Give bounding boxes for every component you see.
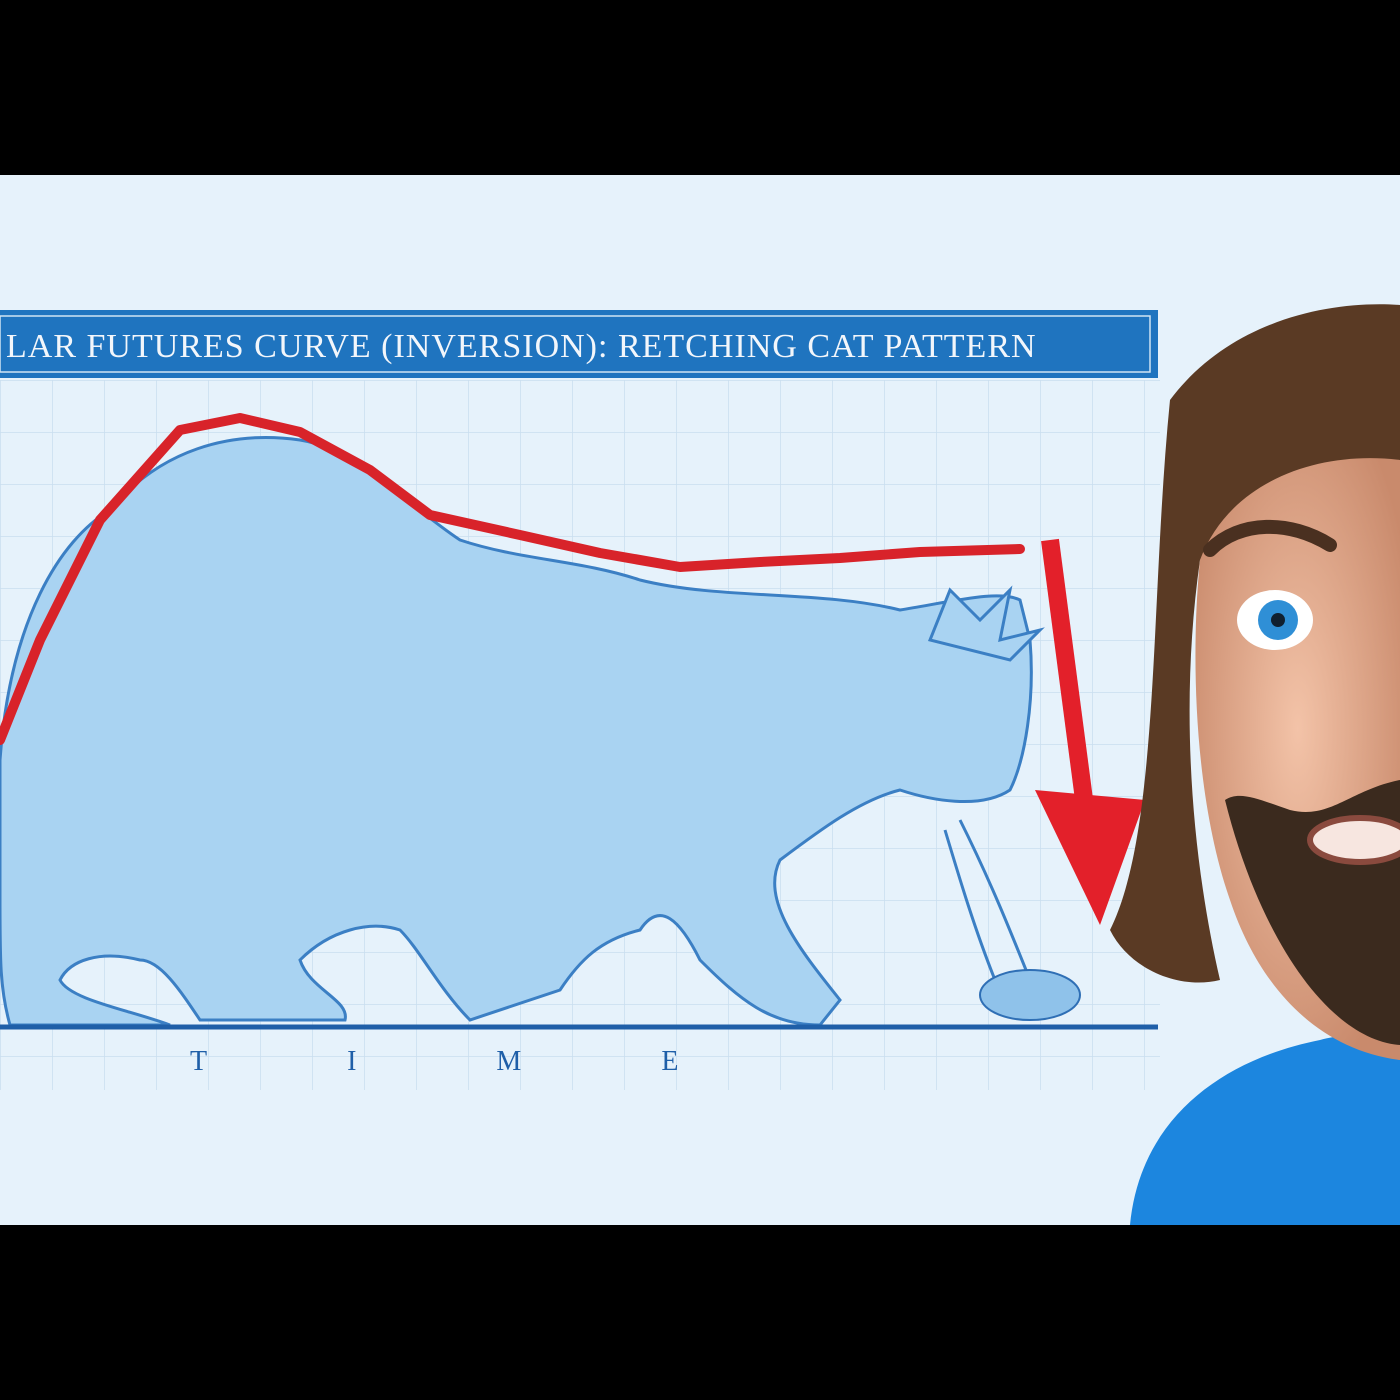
person-shirt: [1130, 1030, 1400, 1225]
arrow-head: [1035, 790, 1145, 925]
arrow-shaft: [1041, 538, 1097, 832]
person-eyebrow: [1203, 519, 1337, 557]
banner-border: [0, 315, 1151, 373]
retching-spray: [943, 819, 1032, 981]
banner-title: LAR FUTURES CURVE (INVERSION): RETCHING …: [6, 328, 1037, 365]
splash: [979, 969, 1081, 1021]
person-pupil: [1271, 613, 1285, 627]
bottom-bar: [0, 1225, 1400, 1400]
banner: [0, 310, 1158, 378]
person-mouth: [1307, 815, 1400, 865]
red-curve: [0, 413, 1025, 745]
cat-ears: [927, 585, 1045, 662]
axis-label: TIME: [190, 1046, 818, 1077]
top-bar: [0, 0, 1400, 175]
